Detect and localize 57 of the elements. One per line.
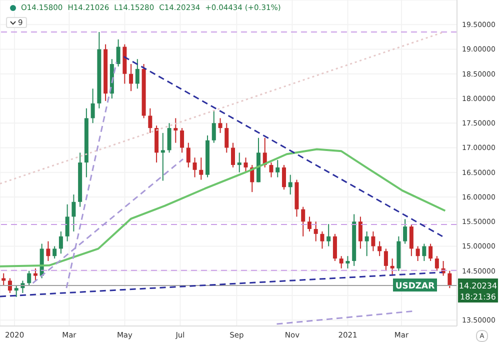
candlestick <box>448 270 452 289</box>
candlestick <box>276 160 280 178</box>
candlestick <box>167 122 172 154</box>
candlestick <box>148 108 152 134</box>
candlestick <box>269 162 274 178</box>
candlestick <box>403 218 408 244</box>
candlestick <box>186 142 190 168</box>
candlestick <box>326 224 331 247</box>
ref-line-label: 14.20234 <box>458 282 498 291</box>
candlestick <box>428 243 433 262</box>
candlestick <box>72 194 76 232</box>
candlestick <box>116 38 120 67</box>
candlestick <box>378 240 382 257</box>
candlestick <box>307 216 312 232</box>
candlestick <box>314 221 318 242</box>
candlestick <box>135 58 140 90</box>
candlestick <box>192 157 197 178</box>
candlestick <box>14 285 18 298</box>
candlestick <box>320 230 324 250</box>
candlestick <box>434 256 439 272</box>
candlestick <box>237 152 242 173</box>
candlestick <box>52 246 57 260</box>
series-label: USDZAR <box>395 282 436 292</box>
candlestick <box>364 230 369 257</box>
candlestick <box>358 216 362 250</box>
candlestick <box>160 132 165 182</box>
candlestick <box>218 118 222 134</box>
candlestick <box>224 122 229 154</box>
candlestick <box>409 224 414 257</box>
text: 18:21:36 <box>460 292 496 302</box>
line-series <box>0 148 446 268</box>
candlestick <box>282 164 286 190</box>
candlestick <box>390 258 394 276</box>
candlestick <box>90 88 95 124</box>
candlestick <box>288 174 292 196</box>
candlestick <box>231 142 236 168</box>
candlestick <box>46 240 50 262</box>
candlestick <box>346 256 350 269</box>
candlestick <box>2 272 6 286</box>
candlestick <box>332 233 337 262</box>
candlestick <box>339 256 344 269</box>
candlestick <box>416 246 420 262</box>
candlestick <box>65 204 70 242</box>
candlestick <box>371 230 376 252</box>
candlestick <box>384 248 388 272</box>
candlestick <box>8 278 12 294</box>
candlestick <box>27 270 32 286</box>
candlestick <box>212 110 216 144</box>
candlestick <box>301 206 306 237</box>
candlestick <box>199 157 204 180</box>
candlestick <box>33 268 38 282</box>
candlestick <box>180 128 184 154</box>
candlestick <box>244 157 248 173</box>
candlestick <box>174 118 178 144</box>
candlestick <box>58 230 63 254</box>
candlestick <box>129 64 134 92</box>
candlestick <box>422 243 426 262</box>
